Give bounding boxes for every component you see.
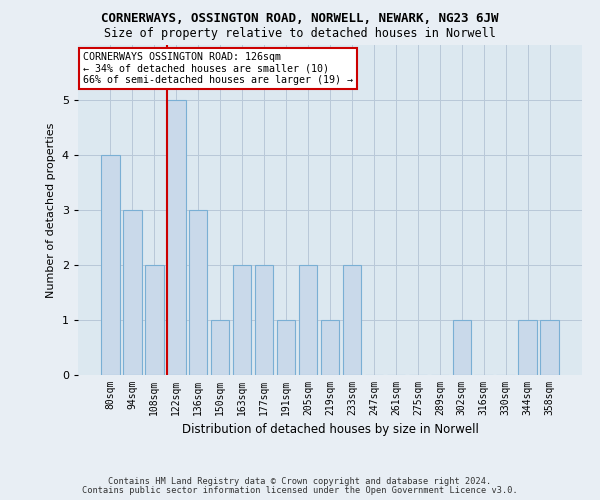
Bar [518,320,537,375]
Text: CORNERWAYS OSSINGTON ROAD: 126sqm
← 34% of detached houses are smaller (10)
66% : CORNERWAYS OSSINGTON ROAD: 126sqm ← 34% … [83,52,353,85]
Bar [452,320,471,375]
Bar [541,320,559,375]
Bar [320,320,340,375]
Bar [101,155,119,375]
Bar [167,100,185,375]
Bar [211,320,229,375]
Bar [277,320,295,375]
Text: Size of property relative to detached houses in Norwell: Size of property relative to detached ho… [104,28,496,40]
Text: Contains public sector information licensed under the Open Government Licence v3: Contains public sector information licen… [82,486,518,495]
X-axis label: Distribution of detached houses by size in Norwell: Distribution of detached houses by size … [182,424,478,436]
Text: CORNERWAYS, OSSINGTON ROAD, NORWELL, NEWARK, NG23 6JW: CORNERWAYS, OSSINGTON ROAD, NORWELL, NEW… [101,12,499,26]
Bar [123,210,142,375]
Y-axis label: Number of detached properties: Number of detached properties [46,122,56,298]
Bar [255,265,274,375]
Bar [189,210,208,375]
Bar [233,265,251,375]
Bar [299,265,317,375]
Bar [145,265,164,375]
Text: Contains HM Land Registry data © Crown copyright and database right 2024.: Contains HM Land Registry data © Crown c… [109,477,491,486]
Bar [343,265,361,375]
